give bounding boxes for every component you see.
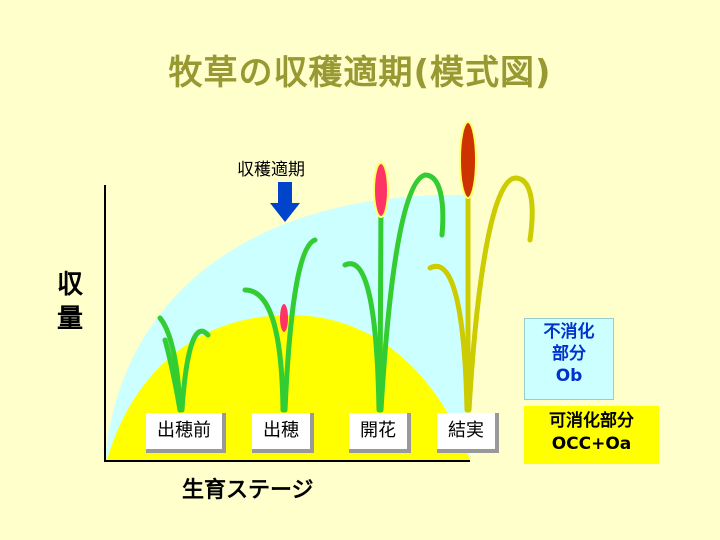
stage-label-heading: 出穂 <box>252 413 314 453</box>
stage-label-flowering: 開花 <box>349 413 411 453</box>
y-axis-label: 収 量 <box>56 270 83 334</box>
stage-label-ripening: 結実 <box>437 413 499 453</box>
legend-undigestible: 不消化 部分 Ob <box>524 318 614 400</box>
grass-stage-3 <box>342 172 446 413</box>
ear-stage-4 <box>459 121 477 199</box>
legend-digestible: 可消化部分 OCC+Oa <box>524 406 659 464</box>
grass-stage-1 <box>157 315 211 413</box>
harvest-period-label: 収穫適期 <box>237 160 305 180</box>
stage-label-pre-heading: 出穂前 <box>146 413 226 453</box>
x-axis-label: 生育ステージ <box>182 478 314 503</box>
down-arrow-icon <box>270 182 300 222</box>
grass-stage-4 <box>427 175 535 413</box>
grass-stage-2 <box>242 237 318 413</box>
page-title: 牧草の収穫適期(模式図) <box>168 53 552 93</box>
ear-stage-2 <box>280 304 288 332</box>
ear-stage-3 <box>373 162 389 218</box>
